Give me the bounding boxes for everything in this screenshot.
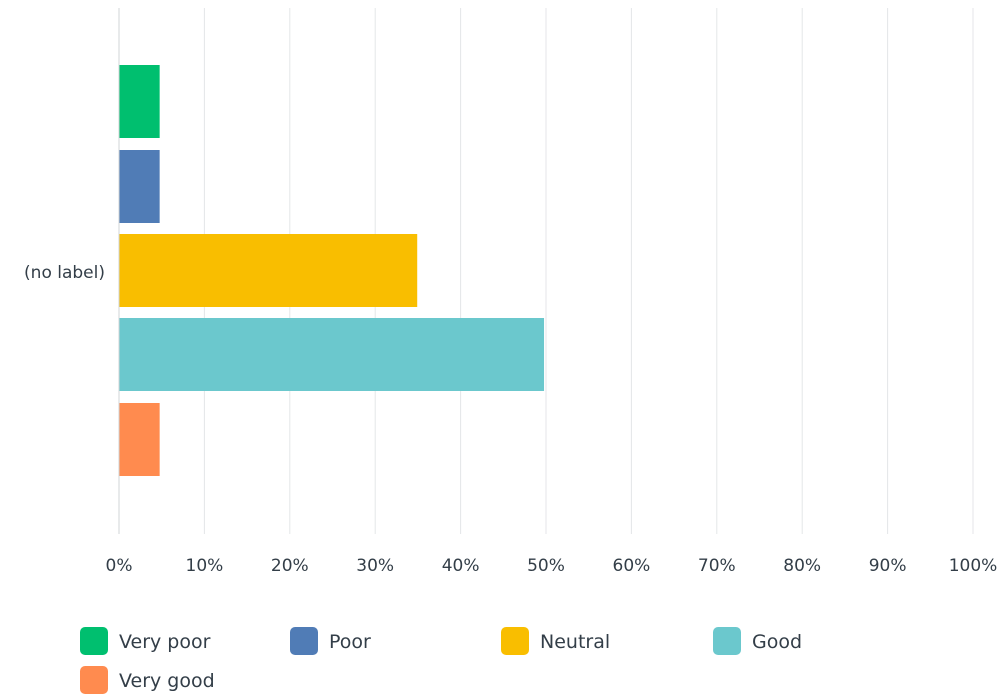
x-tick-label: 90% — [869, 556, 907, 576]
x-tick-label: 10% — [186, 556, 224, 576]
x-tick-label: 50% — [527, 556, 565, 576]
x-tick-label: 20% — [271, 556, 309, 576]
bar-very-poor — [119, 65, 160, 138]
x-tick-label: 30% — [356, 556, 394, 576]
legend-label: Neutral — [540, 631, 610, 653]
legend-label: Good — [752, 631, 802, 653]
bar-very-good — [119, 403, 160, 476]
bar-good — [119, 318, 545, 391]
bar-poor — [119, 150, 160, 223]
category-labels: (no label) — [24, 263, 105, 283]
x-tick-label: 100% — [949, 556, 997, 576]
gridlines — [203, 8, 974, 534]
x-tick-labels: 0% 10% 20% 30% 40% 50% 60% 70% 80% 90% 100% — [106, 556, 997, 576]
x-tick-label: 80% — [783, 556, 821, 576]
category-label: (no label) — [24, 263, 105, 283]
legend: Very poor Poor Neutral Good Very good — [80, 627, 802, 694]
bar-neutral — [119, 234, 418, 307]
bars — [119, 65, 545, 476]
legend-swatch — [80, 627, 108, 655]
x-tick-label: 60% — [613, 556, 651, 576]
legend-label: Very good — [119, 670, 215, 692]
legend-label: Very poor — [119, 631, 211, 653]
legend-swatch — [290, 627, 318, 655]
x-tick-label: 70% — [698, 556, 736, 576]
legend-swatch — [713, 627, 741, 655]
x-tick-label: 40% — [442, 556, 480, 576]
x-tick-label: 0% — [106, 556, 133, 576]
legend-swatch — [80, 666, 108, 694]
legend-label: Poor — [329, 631, 371, 653]
legend-swatch — [501, 627, 529, 655]
